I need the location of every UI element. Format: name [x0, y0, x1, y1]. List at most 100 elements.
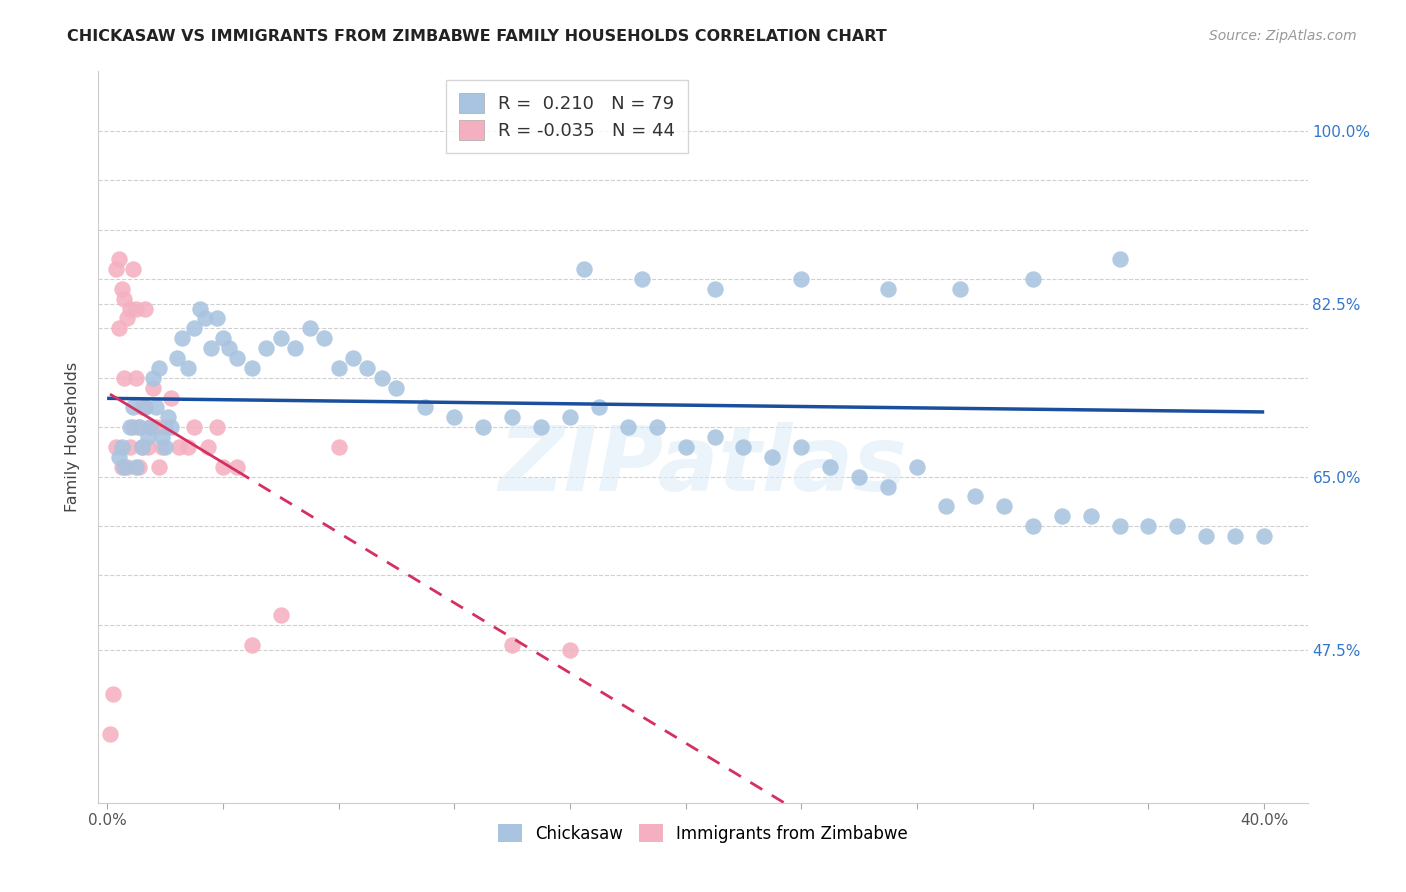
Point — [342, 351, 364, 365]
Point — [1225, 529, 1247, 543]
Point — [558, 642, 581, 657]
Legend: Chickasaw, Immigrants from Zimbabwe: Chickasaw, Immigrants from Zimbabwe — [492, 817, 914, 849]
Point — [183, 420, 205, 434]
Point — [148, 459, 170, 474]
Point — [993, 500, 1015, 514]
Point — [107, 450, 129, 464]
Point — [1080, 509, 1102, 524]
Point — [877, 282, 900, 296]
Point — [194, 311, 217, 326]
Point — [197, 440, 219, 454]
Point — [172, 331, 194, 345]
Point — [205, 311, 228, 326]
Text: CHICKASAW VS IMMIGRANTS FROM ZIMBABWE FAMILY HOUSEHOLDS CORRELATION CHART: CHICKASAW VS IMMIGRANTS FROM ZIMBABWE FA… — [67, 29, 887, 45]
Point — [588, 401, 610, 415]
Point — [117, 459, 139, 474]
Point — [1253, 529, 1275, 543]
Point — [328, 440, 350, 454]
Point — [104, 262, 127, 277]
Point — [501, 410, 523, 425]
Point — [675, 440, 697, 454]
Point — [385, 381, 408, 395]
Point — [211, 459, 233, 474]
Point — [166, 351, 188, 365]
Point — [733, 440, 755, 454]
Point — [472, 420, 495, 434]
Point — [131, 401, 153, 415]
Point — [328, 360, 350, 375]
Y-axis label: Family Households: Family Households — [65, 362, 80, 512]
Point — [117, 311, 139, 326]
Point — [226, 351, 249, 365]
Point — [145, 420, 167, 434]
Point — [134, 401, 156, 415]
Text: Source: ZipAtlas.com: Source: ZipAtlas.com — [1209, 29, 1357, 44]
Point — [790, 440, 813, 454]
Point — [145, 401, 167, 415]
Point — [645, 420, 668, 434]
Point — [371, 371, 394, 385]
Point — [790, 272, 813, 286]
Point — [150, 430, 173, 444]
Point — [218, 341, 240, 355]
Point — [935, 500, 957, 514]
Point — [963, 489, 986, 503]
Point — [356, 360, 378, 375]
Point — [142, 371, 165, 385]
Point — [240, 638, 263, 652]
Point — [153, 440, 176, 454]
Point — [136, 440, 159, 454]
Point — [1050, 509, 1073, 524]
Point — [120, 420, 142, 434]
Point — [443, 410, 465, 425]
Point — [226, 459, 249, 474]
Point — [136, 430, 159, 444]
Point — [183, 321, 205, 335]
Point — [877, 479, 900, 493]
Point — [413, 401, 436, 415]
Point — [122, 401, 145, 415]
Point — [101, 687, 124, 701]
Point — [156, 410, 179, 425]
Point — [128, 420, 150, 434]
Point — [134, 301, 156, 316]
Point — [153, 420, 176, 434]
Point — [177, 440, 200, 454]
Text: ZIPatlas: ZIPatlas — [499, 422, 907, 510]
Point — [120, 440, 142, 454]
Point — [617, 420, 640, 434]
Point — [200, 341, 222, 355]
Point — [1166, 519, 1188, 533]
Point — [125, 459, 148, 474]
Point — [1108, 519, 1130, 533]
Point — [125, 371, 148, 385]
Point — [1137, 519, 1160, 533]
Point — [298, 321, 321, 335]
Point — [254, 341, 277, 355]
Point — [110, 459, 132, 474]
Point — [169, 440, 191, 454]
Point — [120, 301, 142, 316]
Point — [703, 282, 725, 296]
Point — [131, 440, 153, 454]
Point — [270, 331, 292, 345]
Point — [122, 262, 145, 277]
Point — [110, 440, 132, 454]
Point — [114, 292, 136, 306]
Point — [1195, 529, 1218, 543]
Point — [107, 321, 129, 335]
Point — [142, 381, 165, 395]
Point — [820, 459, 842, 474]
Point — [177, 360, 200, 375]
Point — [574, 262, 596, 277]
Point — [558, 410, 581, 425]
Point — [1022, 272, 1045, 286]
Point — [1022, 519, 1045, 533]
Point — [128, 459, 150, 474]
Point — [270, 607, 292, 622]
Point — [110, 282, 132, 296]
Point — [139, 420, 162, 434]
Point — [159, 420, 181, 434]
Point — [240, 360, 263, 375]
Point — [848, 469, 870, 483]
